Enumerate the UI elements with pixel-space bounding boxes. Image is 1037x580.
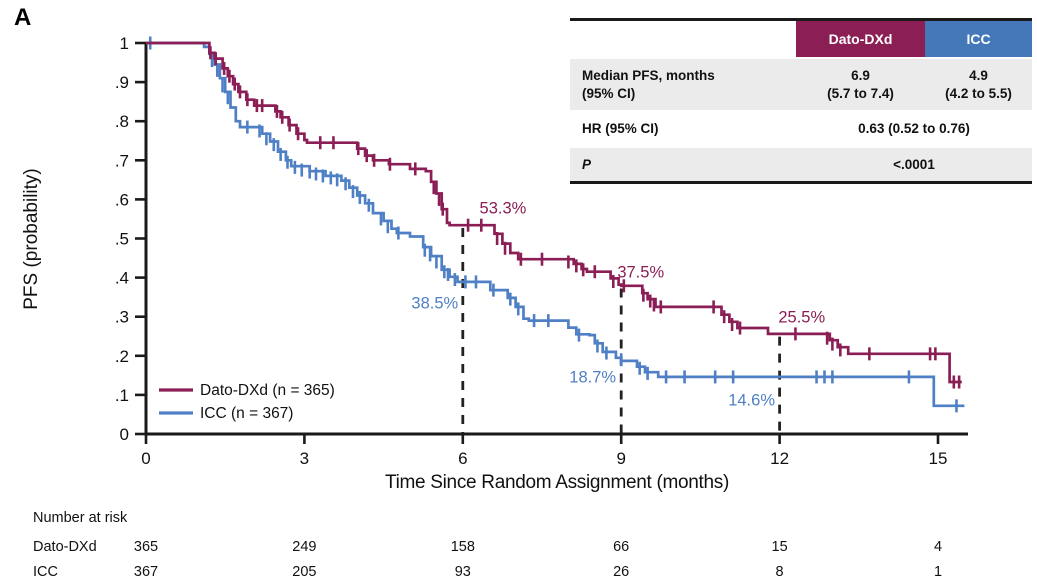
y-tick-label: 1 [120, 34, 129, 53]
risk-count: 4 [933, 539, 943, 555]
y-tick-label: .8 [115, 112, 129, 131]
y-tick-label: .4 [115, 269, 129, 288]
milestone-percent-label: 53.3% [480, 200, 527, 218]
y-tick-label: .5 [115, 229, 129, 248]
p-label: P [582, 156, 592, 172]
milestone-percent-label: 25.5% [778, 309, 825, 327]
risk-count: 365 [133, 539, 159, 555]
risk-count: 158 [450, 539, 475, 555]
x-axis-title: Time Since Random Assignment (months) [384, 472, 730, 493]
stats-row-p: P <.0001 [570, 147, 1032, 182]
legend-label: ICC (n = 367) [200, 405, 293, 422]
x-tick-label: 6 [458, 449, 467, 468]
km-curve-icc [146, 41, 965, 408]
risk-count: 8 [775, 564, 784, 580]
y-tick-label: .3 [115, 308, 129, 327]
x-tick-label: 0 [141, 449, 150, 468]
hr-value: 0.63 (0.52 to 0.76) [858, 121, 970, 137]
risk-count: 93 [454, 564, 471, 580]
risk-count: 15 [771, 539, 788, 555]
stats-header-dato-dxd: Dato-DXd [796, 21, 925, 57]
median-pfs-dato-value: 6.9 (5.7 to 7.4) [827, 68, 894, 101]
median-pfs-icc-value: 4.9 (4.2 to 5.5) [945, 68, 1012, 101]
y-tick-label: 0 [120, 425, 129, 444]
risk-row-label-icc: ICC [33, 564, 58, 580]
risk-count: 1 [933, 564, 943, 580]
y-tick-label: .2 [115, 347, 129, 366]
legend-label: Dato-DXd (n = 365) [200, 382, 335, 399]
hr-label: HR (95% CI) [582, 121, 659, 137]
stats-header-blank-cell [570, 21, 796, 57]
risk-count: 367 [133, 564, 159, 580]
summary-stats-table: Dato-DXd ICC Median PFS, months (95% CI)… [570, 18, 1032, 185]
milestone-percent-label: 37.5% [617, 264, 664, 282]
milestone-percent-label: 18.7% [569, 368, 616, 386]
risk-row-label-dato-dxd: Dato-DXd [33, 539, 97, 555]
risk-count: 66 [613, 539, 630, 555]
p-value: <.0001 [893, 156, 935, 172]
milestone-percent-label: 38.5% [411, 295, 458, 313]
x-tick-label: 9 [616, 449, 625, 468]
y-axis-title: PFS (probability) [21, 168, 42, 310]
risk-count: 249 [292, 539, 317, 555]
risk-count: 26 [613, 564, 630, 580]
y-tick-label: .7 [115, 151, 129, 170]
stats-row-median-pfs: Median PFS, months (95% CI) 6.9 (5.7 to … [570, 59, 1032, 111]
stats-row-hr: HR (95% CI) 0.63 (0.52 to 0.76) [570, 112, 1032, 146]
km-curve-dato-dxd [146, 41, 962, 384]
stats-header-icc: ICC [925, 21, 1032, 57]
median-pfs-label: Median PFS, months (95% CI) [582, 68, 715, 101]
panel-label: A [14, 4, 32, 31]
y-tick-label: .1 [115, 386, 129, 405]
x-tick-label: 15 [929, 449, 948, 468]
stats-header-row: Dato-DXd ICC [570, 21, 1032, 57]
y-tick-label: .6 [115, 190, 129, 209]
x-tick-label: 12 [770, 449, 789, 468]
milestone-percent-label: 14.6% [728, 391, 775, 409]
x-tick-label: 3 [300, 449, 309, 468]
y-tick-label: .9 [115, 73, 129, 92]
risk-count: 205 [292, 564, 317, 580]
number-at-risk-title: Number at risk [33, 510, 128, 526]
